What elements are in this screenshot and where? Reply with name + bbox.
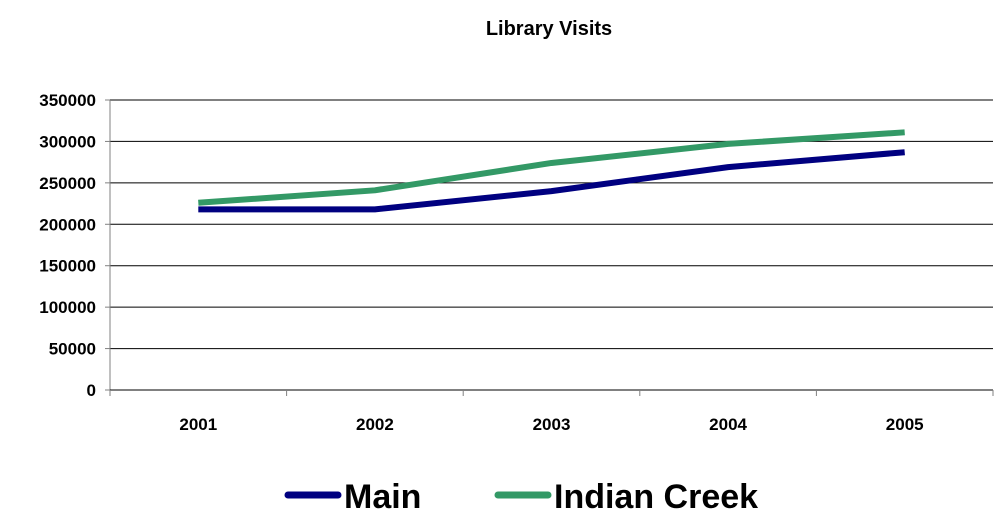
y-tick-label: 50000 xyxy=(49,340,96,359)
x-tick-label: 2003 xyxy=(533,415,571,434)
y-tick-label: 250000 xyxy=(39,174,96,193)
series-line-main xyxy=(198,149,905,213)
y-tick-label: 300000 xyxy=(39,132,96,151)
y-tick-label: 100000 xyxy=(39,298,96,317)
chart-title: Library Visits xyxy=(486,18,612,40)
axes xyxy=(105,99,994,396)
series-lines xyxy=(198,129,905,213)
x-tick-label: 2001 xyxy=(179,415,217,434)
y-axis-ticks: 0 50000 100000 150000 200000 250000 300000 3500… xyxy=(39,91,96,400)
y-tick-label: 200000 xyxy=(39,215,96,234)
x-tick-label: 2005 xyxy=(886,415,924,434)
y-tick-label: 0 xyxy=(87,381,96,400)
y-tick-label: 350000 xyxy=(39,91,96,110)
gridlines xyxy=(110,99,993,350)
legend-label: Indian Creek xyxy=(554,478,758,516)
x-tick-label: 2002 xyxy=(356,415,394,434)
series-line-indian-creek xyxy=(198,129,905,206)
y-tick-label: 150000 xyxy=(39,257,96,276)
legend: Main Indian Creek xyxy=(284,478,758,516)
x-axis-ticks: 2001 2002 2003 2004 2005 xyxy=(179,415,923,434)
x-tick-label: 2004 xyxy=(709,415,747,434)
legend-label: Main xyxy=(344,478,421,516)
